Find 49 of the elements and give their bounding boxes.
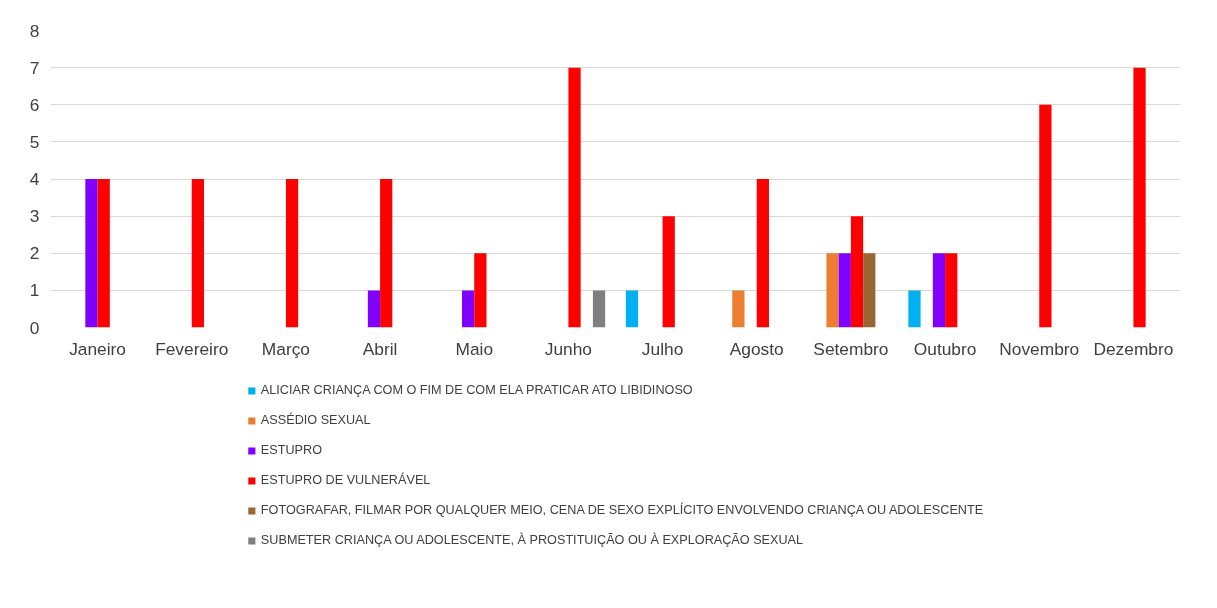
y-tick-label: 4	[29, 169, 40, 189]
bar	[367, 290, 381, 328]
legend-label: ESTUPRO	[260, 443, 323, 457]
legend-label: FOTOGRAFAR, FILMAR POR QUALQUER MEIO, CENA DE SEXO EXPLÍCITO ENVOLVENDO CRIANÇA OU ADOLESCENTE	[260, 503, 984, 517]
x-tick-label: Outubro	[913, 338, 977, 359]
x-tick-label: Novembro	[999, 338, 1080, 359]
y-tick-label: 3	[29, 206, 40, 227]
x-tick-label: Março	[261, 338, 310, 359]
legend-label: SUBMETER CRIANÇA OU ADOLESCENTE, À PROSTITUIÇÃO OU À EXPLORAÇÃO SEXUAL	[260, 533, 804, 547]
y-tick-label: 0	[29, 317, 40, 338]
legend-label: ESTUPRO DE VULNERÁVEL	[260, 473, 431, 487]
bar	[850, 216, 864, 328]
y-tick-label: 2	[29, 243, 40, 264]
legend-label: ASSÉDIO SEXUAL	[260, 413, 371, 427]
bar	[568, 67, 581, 328]
bar	[662, 216, 675, 328]
x-tick-label: Agosto	[729, 338, 784, 359]
x-tick-label: Setembro	[813, 338, 889, 359]
bar	[1039, 104, 1052, 328]
y-tick-label: 5	[29, 131, 40, 152]
x-tick-label: Abril	[362, 338, 398, 359]
bar	[863, 253, 876, 328]
y-tick-label: 6	[29, 94, 40, 115]
bar	[462, 290, 475, 328]
y-tick-label: 7	[29, 57, 40, 78]
bar	[285, 179, 299, 328]
x-tick-label: Dezembro	[1093, 338, 1174, 359]
bar	[908, 290, 921, 328]
bar	[191, 179, 204, 328]
bar	[97, 179, 110, 328]
bar	[826, 253, 839, 328]
x-tick-label: Julho	[641, 338, 684, 359]
bar	[1133, 67, 1146, 328]
y-tick-label: 1	[29, 280, 40, 301]
x-tick-label: Fevereiro	[155, 338, 229, 359]
bar	[474, 253, 487, 328]
legend-label: ALICIAR CRIANÇA COM O FIM DE COM ELA PRATICAR ATO LIBIDINOSO	[260, 383, 693, 397]
x-tick-label: Maio	[455, 338, 494, 359]
bar	[838, 253, 851, 328]
x-tick-label: Junho	[544, 338, 593, 359]
bar	[945, 253, 958, 328]
x-tick-label: Janeiro	[69, 338, 127, 359]
bar	[732, 290, 745, 328]
bar	[380, 179, 393, 328]
bar	[756, 179, 769, 328]
bar	[625, 290, 639, 328]
bar	[85, 179, 98, 328]
bar	[592, 290, 606, 328]
y-tick-label: 8	[29, 20, 40, 41]
